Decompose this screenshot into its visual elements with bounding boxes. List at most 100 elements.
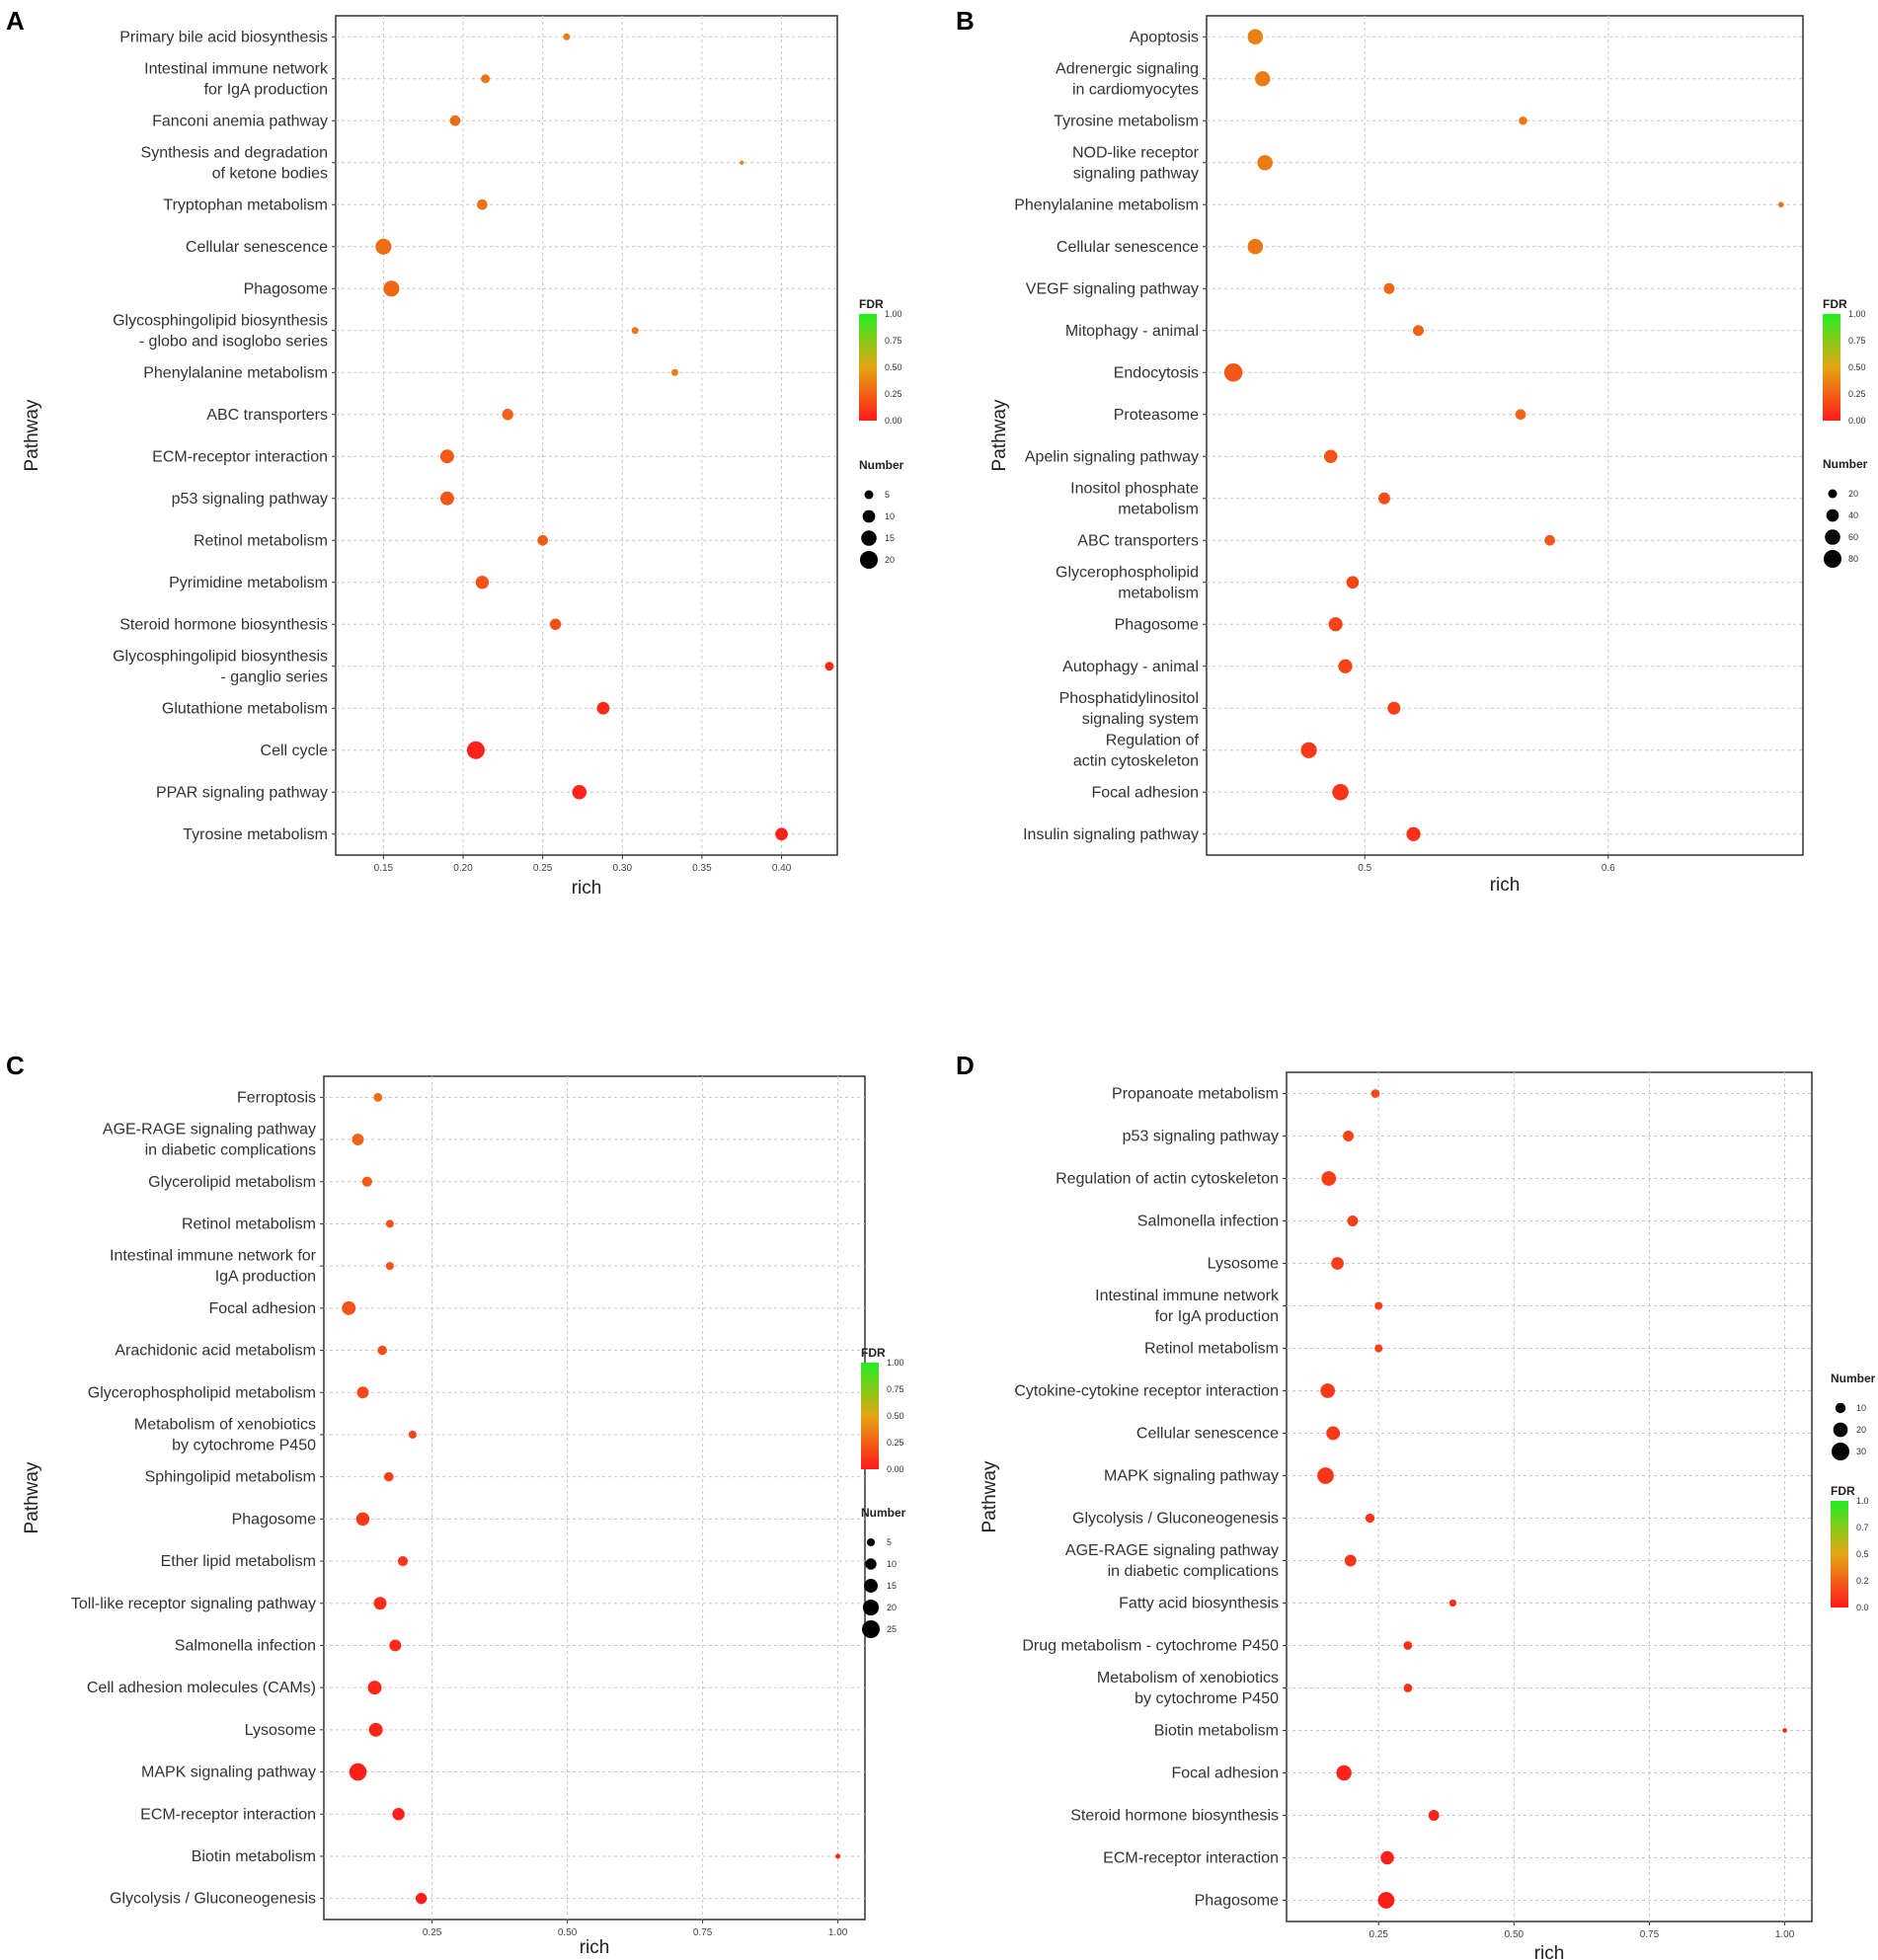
- data-point[interactable]: [1323, 449, 1338, 464]
- data-point[interactable]: [1412, 325, 1424, 337]
- x-tick-label: 0.25: [1369, 1929, 1389, 1940]
- data-point[interactable]: [1406, 826, 1421, 841]
- pathway-label-line: Focal adhesion: [1091, 784, 1199, 801]
- pathway-label: Cellular senescence: [186, 239, 328, 256]
- data-point[interactable]: [1347, 1215, 1359, 1226]
- data-point[interactable]: [671, 368, 678, 376]
- data-point[interactable]: [835, 1853, 841, 1859]
- data-point[interactable]: [1343, 1131, 1354, 1141]
- pathway-label: Lysosome: [1208, 1256, 1279, 1273]
- data-point[interactable]: [1331, 1257, 1344, 1270]
- data-point[interactable]: [502, 409, 513, 421]
- data-point[interactable]: [342, 1300, 356, 1315]
- data-point[interactable]: [352, 1134, 364, 1146]
- data-point[interactable]: [1328, 617, 1343, 632]
- data-point[interactable]: [740, 160, 744, 165]
- data-point[interactable]: [549, 618, 562, 630]
- data-point[interactable]: [481, 74, 491, 84]
- data-point[interactable]: [775, 827, 788, 841]
- data-point[interactable]: [439, 491, 454, 506]
- data-point[interactable]: [1515, 409, 1526, 421]
- data-point[interactable]: [1346, 576, 1360, 589]
- data-point[interactable]: [1300, 742, 1317, 758]
- data-point[interactable]: [631, 327, 639, 335]
- pathway-label: Adrenergic signaling in cardiomyocytes: [1056, 60, 1199, 98]
- data-point[interactable]: [1257, 154, 1273, 171]
- data-point[interactable]: [1336, 1764, 1352, 1781]
- data-point[interactable]: [373, 1092, 383, 1102]
- data-point[interactable]: [475, 576, 490, 589]
- data-point[interactable]: [1374, 1344, 1383, 1353]
- data-point[interactable]: [1428, 1810, 1440, 1821]
- data-point[interactable]: [477, 198, 488, 210]
- pathway-label-line: Cellular senescence: [1136, 1426, 1279, 1443]
- data-point[interactable]: [596, 701, 610, 715]
- data-point[interactable]: [1321, 1171, 1337, 1186]
- data-point[interactable]: [1247, 29, 1264, 45]
- data-point[interactable]: [1344, 1554, 1357, 1567]
- data-point[interactable]: [1374, 1301, 1383, 1310]
- data-point[interactable]: [367, 1681, 382, 1695]
- pathway-label-line: Metabolism of xenobiotics: [1097, 1670, 1279, 1686]
- data-point[interactable]: [1387, 701, 1401, 715]
- panel-label: C: [6, 1051, 25, 1080]
- data-point[interactable]: [375, 238, 392, 255]
- pathway-label-line: Intestinal immune network: [144, 60, 329, 77]
- data-point[interactable]: [1332, 783, 1349, 801]
- plot-frame: [323, 1075, 866, 1921]
- number-legend-label: 20: [887, 1603, 897, 1612]
- data-point[interactable]: [1223, 362, 1243, 382]
- data-point[interactable]: [1370, 1089, 1380, 1098]
- data-point[interactable]: [824, 662, 834, 671]
- data-point[interactable]: [1777, 201, 1784, 208]
- data-point[interactable]: [1247, 238, 1264, 255]
- data-point[interactable]: [563, 33, 571, 40]
- data-point[interactable]: [572, 784, 587, 800]
- data-point[interactable]: [1378, 492, 1390, 505]
- data-point[interactable]: [389, 1639, 402, 1652]
- data-point[interactable]: [1317, 1467, 1334, 1484]
- x-axis-title: rich: [1534, 1943, 1565, 1960]
- data-point[interactable]: [392, 1808, 405, 1821]
- data-point[interactable]: [1448, 1599, 1457, 1607]
- pathway-label-line: Salmonella infection: [1137, 1214, 1279, 1230]
- data-point[interactable]: [1320, 1383, 1336, 1398]
- pathway-label-line: Steroid hormone biosynthesis: [119, 616, 328, 633]
- data-point[interactable]: [377, 1345, 387, 1356]
- data-point[interactable]: [1544, 534, 1555, 546]
- data-point[interactable]: [415, 1892, 428, 1905]
- data-point[interactable]: [1403, 1684, 1413, 1692]
- data-point[interactable]: [361, 1176, 372, 1187]
- data-point[interactable]: [1338, 659, 1353, 673]
- data-point[interactable]: [349, 1763, 367, 1781]
- pathway-label: PPAR signaling pathway: [156, 784, 328, 801]
- data-point[interactable]: [1326, 1426, 1341, 1441]
- data-point[interactable]: [439, 449, 454, 464]
- data-point[interactable]: [385, 1262, 394, 1271]
- data-point[interactable]: [397, 1555, 409, 1567]
- data-point[interactable]: [385, 1219, 394, 1228]
- data-point[interactable]: [1403, 1641, 1413, 1650]
- data-point[interactable]: [1255, 71, 1271, 87]
- data-point[interactable]: [1519, 116, 1527, 125]
- data-point[interactable]: [1380, 1850, 1394, 1865]
- data-point[interactable]: [466, 741, 485, 759]
- data-point[interactable]: [383, 280, 400, 297]
- data-point[interactable]: [1377, 1892, 1395, 1909]
- data-point[interactable]: [373, 1597, 387, 1610]
- data-point[interactable]: [356, 1386, 369, 1399]
- data-point[interactable]: [449, 115, 461, 126]
- data-point[interactable]: [408, 1430, 417, 1439]
- pathway-label: ABC transporters: [206, 407, 328, 424]
- data-point[interactable]: [1782, 1728, 1787, 1733]
- data-point[interactable]: [383, 1471, 394, 1482]
- data-point[interactable]: [1365, 1513, 1375, 1524]
- data-point[interactable]: [1383, 282, 1395, 294]
- number-legend-title: Number: [1823, 457, 1868, 471]
- pathway-label: Regulation of actin cytoskeleton: [1056, 1171, 1279, 1188]
- pathway-label-line: Tyrosine metabolism: [1054, 113, 1199, 129]
- data-point[interactable]: [355, 1512, 370, 1527]
- data-point[interactable]: [368, 1722, 383, 1737]
- panel-a: A Primary bile acid biosynthesis Intestina…: [6, 6, 904, 899]
- data-point[interactable]: [537, 534, 548, 546]
